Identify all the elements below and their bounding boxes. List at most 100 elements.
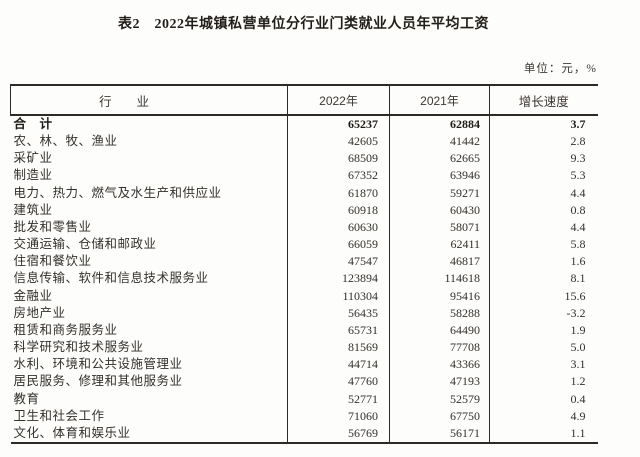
industry-cell: 制造业 bbox=[10, 167, 288, 185]
table-row: 农、林、牧、渔业 42605 41442 2.8 bbox=[10, 133, 598, 151]
industry-cell: 教育 bbox=[10, 390, 288, 408]
value-2022-cell: 47547 bbox=[287, 253, 390, 271]
value-2021-cell: 77708 bbox=[389, 339, 490, 357]
growth-cell: 4.4 bbox=[570, 219, 586, 234]
value-2021-cell: 46817 bbox=[389, 253, 490, 271]
industry-cell: 住宿和餐饮业 bbox=[10, 253, 288, 271]
value-2021-cell: 95416 bbox=[389, 287, 490, 305]
unit-note: 单位：元，% bbox=[523, 63, 597, 75]
industry-cell: 金融业 bbox=[10, 287, 288, 305]
growth-cell: 15.6 bbox=[564, 288, 586, 303]
industry-cell: 信息传输、软件和信息技术服务业 bbox=[10, 270, 288, 288]
value-2021-cell: 52579 bbox=[389, 390, 490, 408]
value-2022-cell: 81569 bbox=[287, 339, 390, 357]
value-2022-cell: 42605 bbox=[287, 133, 390, 151]
table-row: 科学研究和技术服务业 81569 77708 5.0 bbox=[10, 339, 598, 357]
value-2022-cell: 67352 bbox=[287, 167, 390, 185]
industry-cell: 房地产业 bbox=[10, 304, 288, 322]
value-2022-cell: 123894 bbox=[287, 270, 390, 288]
value-2022-cell: 65237 bbox=[287, 115, 390, 134]
growth-cell: 1.6 bbox=[570, 254, 586, 269]
industry-cell: 采矿业 bbox=[10, 150, 288, 168]
value-2022-cell: 52771 bbox=[287, 390, 390, 408]
table-row: 交通运输、仓储和邮政业 66059 62411 5.8 bbox=[10, 236, 598, 254]
value-2022-cell: 65731 bbox=[287, 321, 390, 340]
table-row: 租赁和商务服务业 65731 64490 1.9 bbox=[10, 321, 598, 340]
industry-cell: 合 计 bbox=[10, 115, 288, 134]
value-2021-cell: 43366 bbox=[389, 356, 490, 374]
value-2022-cell: 60918 bbox=[287, 201, 390, 219]
industry-cell: 水利、环境和公共设施管理业 bbox=[10, 356, 288, 374]
column-header-industry: 行 业 bbox=[10, 84, 288, 116]
value-2022-cell: 44714 bbox=[287, 356, 390, 374]
value-2022-cell: 61870 bbox=[287, 184, 390, 202]
total-row: 合 计 65237 62884 3.7 bbox=[10, 115, 598, 134]
industry-cell: 电力、热力、燃气及水生产和供应业 bbox=[10, 184, 288, 202]
growth-cell: 3.1 bbox=[570, 357, 586, 372]
growth-cell: 5.0 bbox=[570, 340, 586, 355]
industry-cell: 交通运输、仓储和邮政业 bbox=[10, 236, 288, 254]
industry-cell: 租赁和商务服务业 bbox=[10, 321, 288, 340]
value-2021-cell: 62411 bbox=[389, 236, 490, 254]
value-2021-cell: 59271 bbox=[389, 184, 490, 202]
value-2022-cell: 68509 bbox=[287, 150, 390, 168]
industry-cell: 批发和零售业 bbox=[10, 218, 288, 237]
value-2021-cell: 114618 bbox=[389, 270, 490, 288]
value-2021-cell: 58071 bbox=[389, 218, 490, 237]
table-row: 水利、环境和公共设施管理业 44714 43366 3.1 bbox=[10, 356, 598, 374]
table-row: 文化、体育和娱乐业 56769 56171 1.1 bbox=[10, 424, 598, 444]
growth-cell: 2.8 bbox=[570, 134, 586, 149]
value-2022-cell: 110304 bbox=[287, 287, 390, 305]
growth-cell: 1.1 bbox=[489, 424, 598, 444]
table-row: 教育 52771 52579 0.4 bbox=[10, 390, 598, 408]
value-2021-cell: 63946 bbox=[389, 167, 490, 185]
value-2021-cell: 60430 bbox=[389, 201, 490, 219]
column-header-growth: 增长速度 bbox=[489, 84, 598, 116]
wage-table: 行 业 2022年 2021年 增长速度 合 计 65237 62884 3.7 农、林、牧、… bbox=[10, 84, 598, 444]
industry-cell: 建筑业 bbox=[10, 201, 288, 219]
industry-cell: 居民服务、修理和其他服务业 bbox=[10, 373, 288, 391]
table-row: 住宿和餐饮业 47547 46817 1.6 bbox=[10, 253, 598, 271]
value-2021-cell: 56171 bbox=[389, 424, 490, 444]
value-2021-cell: 41442 bbox=[389, 133, 490, 151]
value-2022-cell: 56769 bbox=[287, 424, 390, 444]
table-row: 制造业 67352 63946 5.3 bbox=[10, 167, 598, 185]
table-row: 建筑业 60918 60430 0.8 bbox=[10, 201, 598, 219]
value-2021-cell: 47193 bbox=[389, 373, 490, 391]
value-2021-cell: 62665 bbox=[389, 150, 490, 168]
table-title: 表2 2022年城镇私营单位分行业门类就业人员年平均工资 bbox=[118, 17, 489, 32]
growth-cell: 0.8 bbox=[570, 202, 586, 217]
value-2022-cell: 47760 bbox=[287, 373, 390, 391]
table-row: 信息传输、软件和信息技术服务业 123894 114618 8.1 bbox=[10, 270, 598, 288]
growth-cell: 4.9 bbox=[570, 408, 586, 423]
column-header-2022: 2022年 bbox=[287, 84, 390, 116]
table-row: 居民服务、修理和其他服务业 47760 47193 1.2 bbox=[10, 373, 598, 391]
industry-cell: 文化、体育和娱乐业 bbox=[10, 424, 288, 444]
value-2022-cell: 66059 bbox=[287, 236, 390, 254]
industry-cell: 科学研究和技术服务业 bbox=[10, 339, 288, 357]
industry-cell: 卫生和社会工作 bbox=[10, 407, 288, 425]
column-header-2021: 2021年 bbox=[389, 84, 490, 116]
table-row: 金融业 110304 95416 15.6 bbox=[10, 287, 598, 305]
growth-cell: 9.3 bbox=[570, 151, 586, 166]
table-row: 房地产业 56435 58288 -3.2 bbox=[10, 304, 598, 322]
growth-cell: 5.3 bbox=[570, 168, 586, 183]
table-header-row: 行 业 2022年 2021年 增长速度 bbox=[10, 84, 598, 116]
table-row: 电力、热力、燃气及水生产和供应业 61870 59271 4.4 bbox=[10, 184, 598, 202]
value-2022-cell: 71060 bbox=[287, 407, 390, 425]
growth-cell: 1.2 bbox=[570, 374, 586, 389]
table-row: 采矿业 68509 62665 9.3 bbox=[10, 150, 598, 168]
value-2022-cell: 60630 bbox=[287, 218, 390, 237]
value-2022-cell: 56435 bbox=[287, 304, 390, 322]
growth-cell: 1.9 bbox=[570, 322, 586, 337]
growth-cell: 0.4 bbox=[570, 391, 586, 406]
value-2021-cell: 67750 bbox=[389, 407, 490, 425]
growth-cell: 8.1 bbox=[570, 271, 586, 286]
value-2021-cell: 58288 bbox=[389, 304, 490, 322]
growth-cell: 3.7 bbox=[570, 117, 586, 131]
growth-cell: -3.2 bbox=[566, 305, 586, 320]
growth-cell: 4.4 bbox=[570, 185, 586, 200]
value-2021-cell: 64490 bbox=[389, 321, 490, 340]
industry-cell: 农、林、牧、渔业 bbox=[10, 133, 288, 151]
